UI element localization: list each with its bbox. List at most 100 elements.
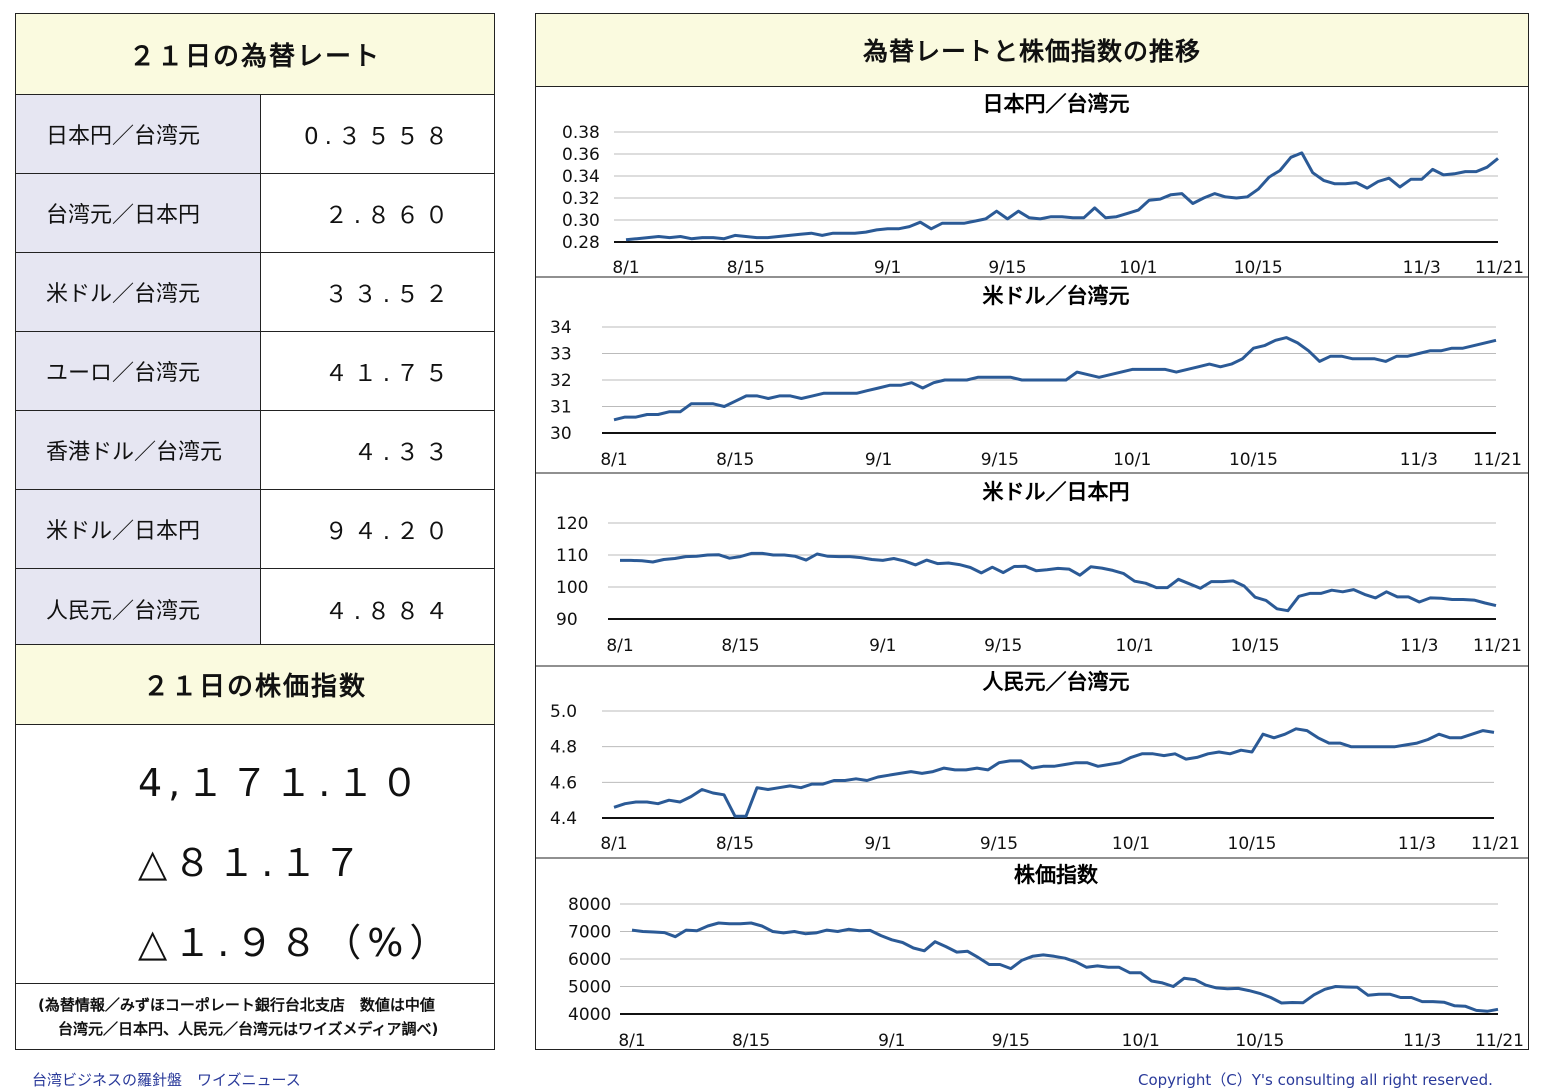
rate-row: 香港ドル／台湾元 ４.３３ [16, 411, 494, 490]
x-tick-label: 8/1 [600, 834, 627, 854]
x-tick-label: 11/21 [1473, 450, 1522, 470]
x-tick-label: 10/15 [1234, 258, 1283, 278]
rate-value: ３３.５２ [324, 282, 454, 308]
rate-name: 日本円／台湾元 [16, 95, 261, 173]
y-tick-label: 32 [550, 371, 572, 391]
chart-title: 株価指数 [1014, 863, 1099, 887]
x-tick-label: 10/1 [1116, 636, 1154, 656]
rate-value: ２.８６０ [324, 203, 454, 229]
x-tick-label: 11/3 [1400, 636, 1438, 656]
y-tick-label: 100 [556, 578, 588, 598]
rate-value: ４.３３ [353, 440, 454, 466]
x-tick-label: 9/1 [865, 450, 892, 470]
rate-name: ユーロ／台湾元 [16, 332, 261, 410]
x-tick-label: 11/3 [1403, 1031, 1441, 1049]
stock-index-value: 4,１７１.１０ [138, 761, 425, 805]
y-tick-label: 0.32 [562, 189, 600, 209]
chart-title: 日本円／台湾元 [983, 92, 1130, 116]
rate-row: 日本円／台湾元 0.３５５８ [16, 95, 494, 174]
x-tick-label: 11/3 [1403, 258, 1441, 278]
y-tick-label: 6000 [568, 950, 611, 970]
rate-name: 香港ドル／台湾元 [16, 411, 261, 489]
rate-value: 0.３５５８ [304, 124, 454, 150]
x-tick-label: 8/1 [600, 450, 627, 470]
source-note-line2: 台湾元／日本円、人民元／台湾元はワイズメディア調べ) [58, 1020, 439, 1038]
y-tick-label: 110 [556, 546, 588, 566]
charts-panel-title: 為替レートと株価指数の推移 [536, 14, 1528, 87]
y-tick-label: 4000 [568, 1005, 611, 1025]
y-tick-label: 31 [550, 398, 572, 418]
x-tick-label: 9/1 [874, 258, 901, 278]
y-tick-label: 90 [556, 610, 578, 630]
x-tick-label: 10/15 [1231, 636, 1280, 656]
x-tick-label: 8/1 [618, 1031, 645, 1049]
x-tick-label: 9/1 [864, 834, 891, 854]
rate-row: 人民元／台湾元 ４.８８４ [16, 569, 494, 648]
charts-svg: 日本円／台湾元 0.380.360.340.320.300.28 8/1 8/15 9/… [536, 92, 1528, 1049]
x-tick-label: 11/3 [1400, 450, 1438, 470]
x-tick-label: 10/15 [1235, 1031, 1284, 1049]
x-tick-label: 10/15 [1229, 450, 1278, 470]
y-tick-label: 0.38 [562, 123, 600, 143]
x-tick-label: 8/15 [727, 258, 765, 278]
y-tick-label: 4.8 [550, 738, 577, 758]
series-line [613, 336, 1497, 422]
y-tick-label: 0.30 [562, 211, 600, 231]
stock-index-change-pct: △１.９８（%） [138, 921, 454, 965]
source-note-line1: (為替情報／みずほコーポレート銀行台北支店 数値は中値 [38, 996, 435, 1014]
x-tick-label: 11/21 [1471, 834, 1520, 854]
y-tick-label: 120 [556, 514, 588, 534]
x-tick-label: 9/15 [984, 636, 1022, 656]
y-tick-label: 30 [550, 424, 572, 444]
series-line [631, 921, 1499, 1013]
x-tick-label: 8/15 [716, 834, 754, 854]
charts-panel: 為替レートと株価指数の推移 日本円／台湾元 0.38 0.36 0.34 0.32 0.3… [535, 13, 1529, 1050]
x-tick-label: 10/1 [1112, 834, 1150, 854]
rate-row: 米ドル／日本円 ９４.２０ [16, 490, 494, 569]
y-tick-label: 0.28 [562, 233, 600, 253]
chart-title: 米ドル／日本円 [983, 480, 1130, 504]
x-tick-label: 8/15 [716, 450, 754, 470]
y-tick-label: 34 [550, 318, 572, 338]
rates-panel: ２１日の為替レート 日本円／台湾元 0.３５５８ 台湾元／日本円 ２.８６０ 米ドル／台… [15, 13, 495, 648]
y-tick-label: 8000 [568, 895, 611, 915]
divider [16, 983, 494, 984]
rate-row: 台湾元／日本円 ２.８６０ [16, 174, 494, 253]
footer-right: Copyright（C）Y's consulting all right res… [1138, 1071, 1493, 1089]
x-tick-label: 9/1 [869, 636, 896, 656]
x-tick-label: 9/1 [878, 1031, 905, 1049]
x-tick-label: 9/15 [992, 1031, 1030, 1049]
x-tick-label: 8/1 [606, 636, 633, 656]
x-tick-label: 10/1 [1113, 450, 1151, 470]
y-tick-label: 5000 [568, 978, 611, 998]
series-line [625, 151, 1499, 242]
rate-value: ４.８８４ [324, 598, 454, 625]
series-line [613, 727, 1495, 818]
y-tick-label: 0.36 [562, 145, 600, 165]
rate-row: 米ドル／台湾元 ３３.５２ [16, 253, 494, 332]
x-tick-label: 9/15 [988, 258, 1026, 278]
rate-name: 米ドル／台湾元 [16, 253, 261, 331]
y-tick-label: 4.4 [550, 809, 577, 829]
x-tick-label: 11/21 [1473, 636, 1522, 656]
rate-row: ユーロ／台湾元 ４１.７５ [16, 332, 494, 411]
x-tick-label: 11/3 [1398, 834, 1436, 854]
x-tick-label: 9/15 [981, 450, 1019, 470]
x-tick-label: 10/15 [1228, 834, 1277, 854]
x-tick-label: 11/21 [1475, 1031, 1524, 1049]
rate-value: ９４.２０ [324, 519, 454, 545]
x-tick-label: 9/15 [980, 834, 1018, 854]
rate-value: ４１.７５ [324, 361, 454, 387]
series-line [620, 551, 1497, 613]
stock-index-change: △８１.１７ [138, 841, 368, 885]
x-tick-label: 10/1 [1122, 1031, 1160, 1049]
x-tick-label: 10/1 [1119, 258, 1157, 278]
x-tick-label: 11/21 [1475, 258, 1524, 278]
rate-name: 人民元／台湾元 [16, 569, 261, 648]
x-tick-label: 8/15 [721, 636, 759, 656]
y-tick-label: 7000 [568, 923, 611, 943]
stock-panel: ２１日の株価指数 4,１７１.１０ △８１.１７ △１.９８（%） (為替情報／… [15, 644, 495, 1050]
y-tick-label: 33 [550, 345, 572, 365]
rates-panel-title: ２１日の為替レート [16, 14, 494, 95]
y-tick-label: 5.0 [550, 702, 577, 722]
